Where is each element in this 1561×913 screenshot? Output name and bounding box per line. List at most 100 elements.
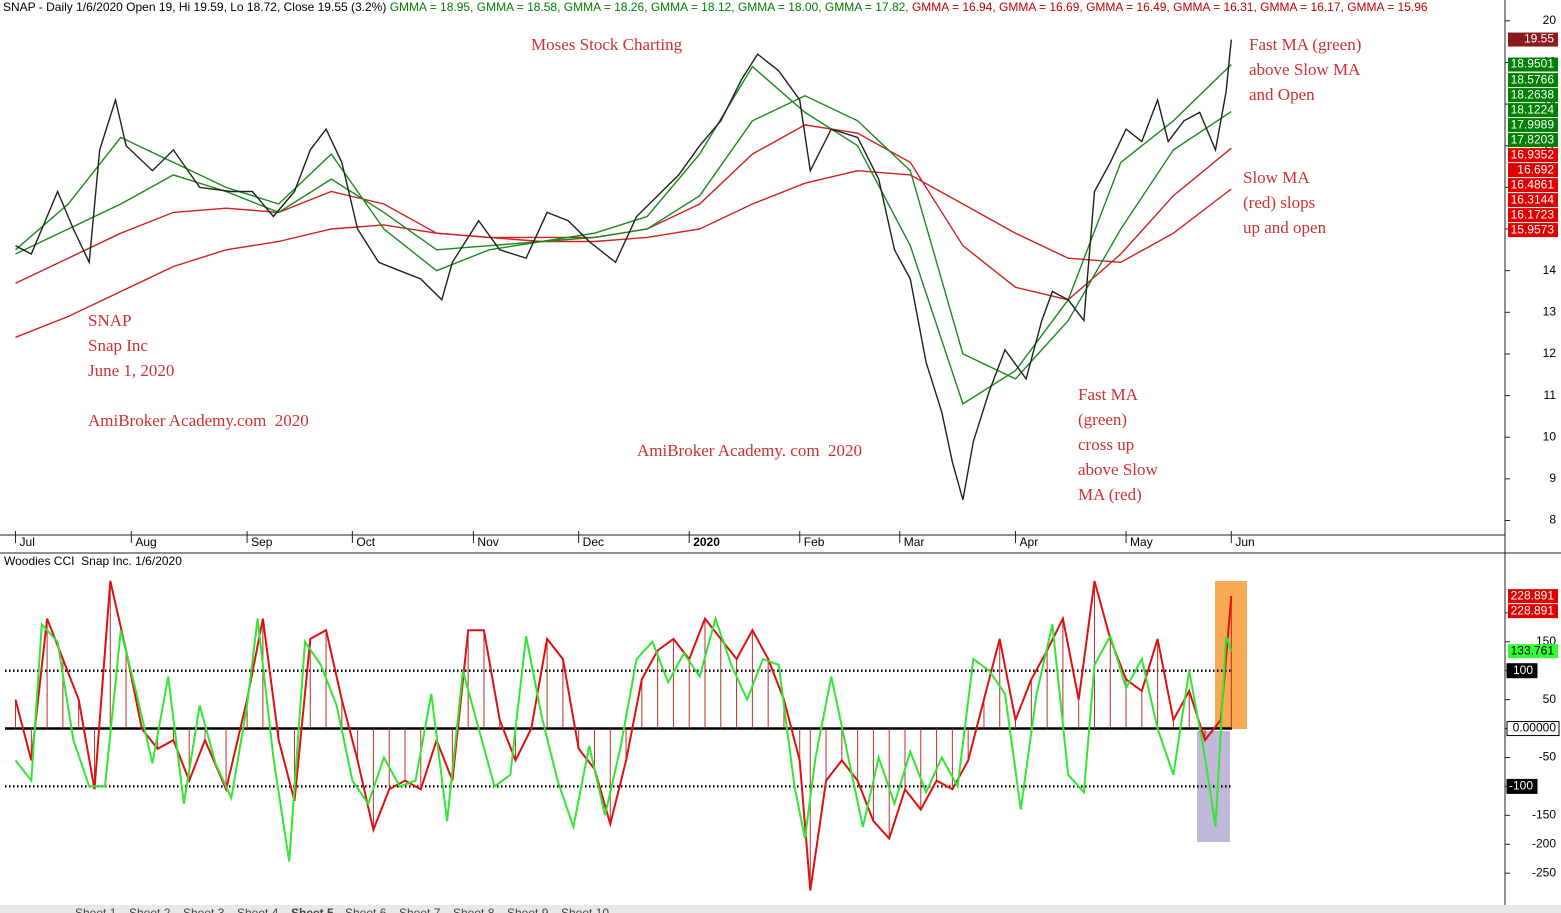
value-marker-label: 17.9989 [1511, 117, 1555, 131]
annotation: MA (red) [1078, 485, 1142, 504]
value-marker [1508, 118, 1558, 133]
value-marker [1508, 223, 1558, 238]
value-marker [1508, 193, 1558, 208]
value-marker [1508, 644, 1558, 659]
value-marker [1508, 133, 1558, 148]
value-marker-label: 16.692 [1517, 162, 1554, 176]
value-marker [1508, 163, 1558, 178]
annotation: SNAP [88, 311, 131, 330]
cci-title: Woodies CCI Snap Inc. 1/6/2020 [4, 554, 182, 568]
y-tick-label: 11 [1544, 388, 1557, 402]
series-line [14, 615, 1233, 862]
value-marker-label: 16.3144 [1511, 192, 1555, 206]
value-marker [1508, 208, 1558, 223]
x-tick-label: Nov [477, 535, 498, 549]
header-segment: GMMA = 17.82, [825, 0, 912, 14]
sheet-tab-bar [0, 905, 1561, 913]
series-line [15, 95, 1232, 380]
value-marker-label: 133.761 [1511, 643, 1555, 657]
y-tick-box [1506, 721, 1560, 737]
sheet-tab[interactable]: Sheet 3 [183, 906, 225, 913]
y-tick-label: 9 [1549, 471, 1556, 485]
x-tick-label: Mar [904, 535, 925, 549]
annotation: above Slow [1078, 460, 1159, 479]
annotation: up and open [1243, 218, 1327, 237]
x-tick-label: Sep [251, 535, 273, 549]
annotation: cross up [1078, 435, 1134, 454]
value-marker-label: 16.9352 [1511, 147, 1555, 161]
y-tick-label: 0.00000 [1513, 721, 1557, 735]
annotation: Slow MA [1243, 168, 1310, 187]
y-tick-label: -100 [1509, 779, 1533, 793]
x-tick-label: May [1130, 535, 1153, 549]
annotation: AmiBroker Academy. com 2020 [637, 441, 862, 460]
header-segment: GMMA = 16.17, [1260, 0, 1347, 14]
y-tick-label: 12 [1543, 346, 1557, 360]
header-segment: GMMA = 18.26, [564, 0, 651, 14]
annotation: Moses Stock Charting [531, 35, 683, 54]
y-tick-label: 100 [1513, 663, 1533, 677]
sheet-tab[interactable]: Sheet 9 [507, 906, 549, 913]
annotation: Snap Inc [88, 336, 148, 355]
annotation: and Open [1249, 85, 1315, 104]
value-marker-label: 18.9501 [1511, 57, 1555, 71]
x-tick-label: Oct [356, 535, 375, 549]
sheet-tab[interactable]: Sheet 1 [75, 906, 117, 913]
header-segment: GMMA = 18.58, [477, 0, 564, 14]
y-tick-label: -200 [1532, 836, 1556, 850]
value-marker [1508, 103, 1558, 118]
sheet-tab[interactable]: Sheet 6 [345, 906, 387, 913]
value-marker-label: 18.1224 [1511, 102, 1555, 116]
value-marker-label: 16.4861 [1511, 177, 1555, 191]
y-tick-label: 8 [1549, 513, 1556, 527]
x-tick-label: Aug [135, 535, 156, 549]
y-tick-label: 20 [1543, 13, 1557, 27]
value-marker-label: 18.5766 [1511, 72, 1555, 86]
value-marker [1508, 178, 1558, 193]
y-tick-label: -50 [1539, 750, 1557, 764]
header-segment: GMMA = 18.95, [390, 0, 477, 14]
header-segment: GMMA = 18.00, [738, 0, 825, 14]
sheet-tab[interactable]: Sheet 2 [129, 906, 171, 913]
value-marker-label: 16.1723 [1511, 207, 1555, 221]
chart-header: SNAP - Daily 1/6/2020 Open 19, Hi 19.59,… [3, 0, 1431, 14]
value-marker-label: 228.891 [1511, 603, 1555, 617]
y-tick-box [1506, 663, 1538, 679]
value-marker-label: 17.8203 [1511, 132, 1555, 146]
sheet-tab[interactable]: Sheet 7 [399, 906, 441, 913]
sheet-tab[interactable]: Sheet 8 [453, 906, 495, 913]
value-marker [1508, 73, 1558, 88]
value-marker-label: 15.9573 [1511, 222, 1555, 236]
y-tick-label: 13 [1543, 304, 1557, 318]
value-marker [1508, 57, 1558, 72]
x-tick-label: Jul [20, 535, 35, 549]
y-tick-box [1506, 778, 1538, 794]
header-segment: GMMA = 16.31, [1173, 0, 1260, 14]
x-tick-label: Apr [1020, 535, 1039, 549]
value-marker [1508, 88, 1558, 103]
header-segment: GMMA = 18.12, [651, 0, 738, 14]
annotation: Fast MA (green) [1249, 35, 1361, 54]
sheet-tab[interactable]: Sheet 10 [561, 906, 609, 913]
annotation: AmiBroker Academy.com 2020 [88, 411, 309, 430]
header-segment: GMMA = 16.69, [999, 0, 1086, 14]
x-tick-label: Dec [583, 535, 604, 549]
header-segment: SNAP - Daily 1/6/2020 Open 19, Hi 19.59,… [3, 0, 390, 14]
value-marker-label: 19.55 [1524, 32, 1554, 46]
x-tick-label: Feb [804, 535, 825, 549]
sheet-tab[interactable]: Sheet 5 [291, 906, 334, 913]
series-line [15, 169, 1232, 338]
header-segment: GMMA = 16.49, [1086, 0, 1173, 14]
sheet-tab[interactable]: Sheet 4 [237, 906, 279, 913]
series-line [15, 63, 1232, 405]
y-tick-label: 50 [1543, 692, 1557, 706]
annotation: Fast MA [1078, 385, 1139, 404]
value-marker-label: 228.891 [1511, 588, 1555, 602]
annotation: above Slow MA [1249, 60, 1361, 79]
y-tick-label: 14 [1543, 263, 1557, 277]
annotation: (green) [1078, 410, 1127, 429]
value-marker [1508, 32, 1558, 47]
value-marker [1508, 604, 1558, 619]
